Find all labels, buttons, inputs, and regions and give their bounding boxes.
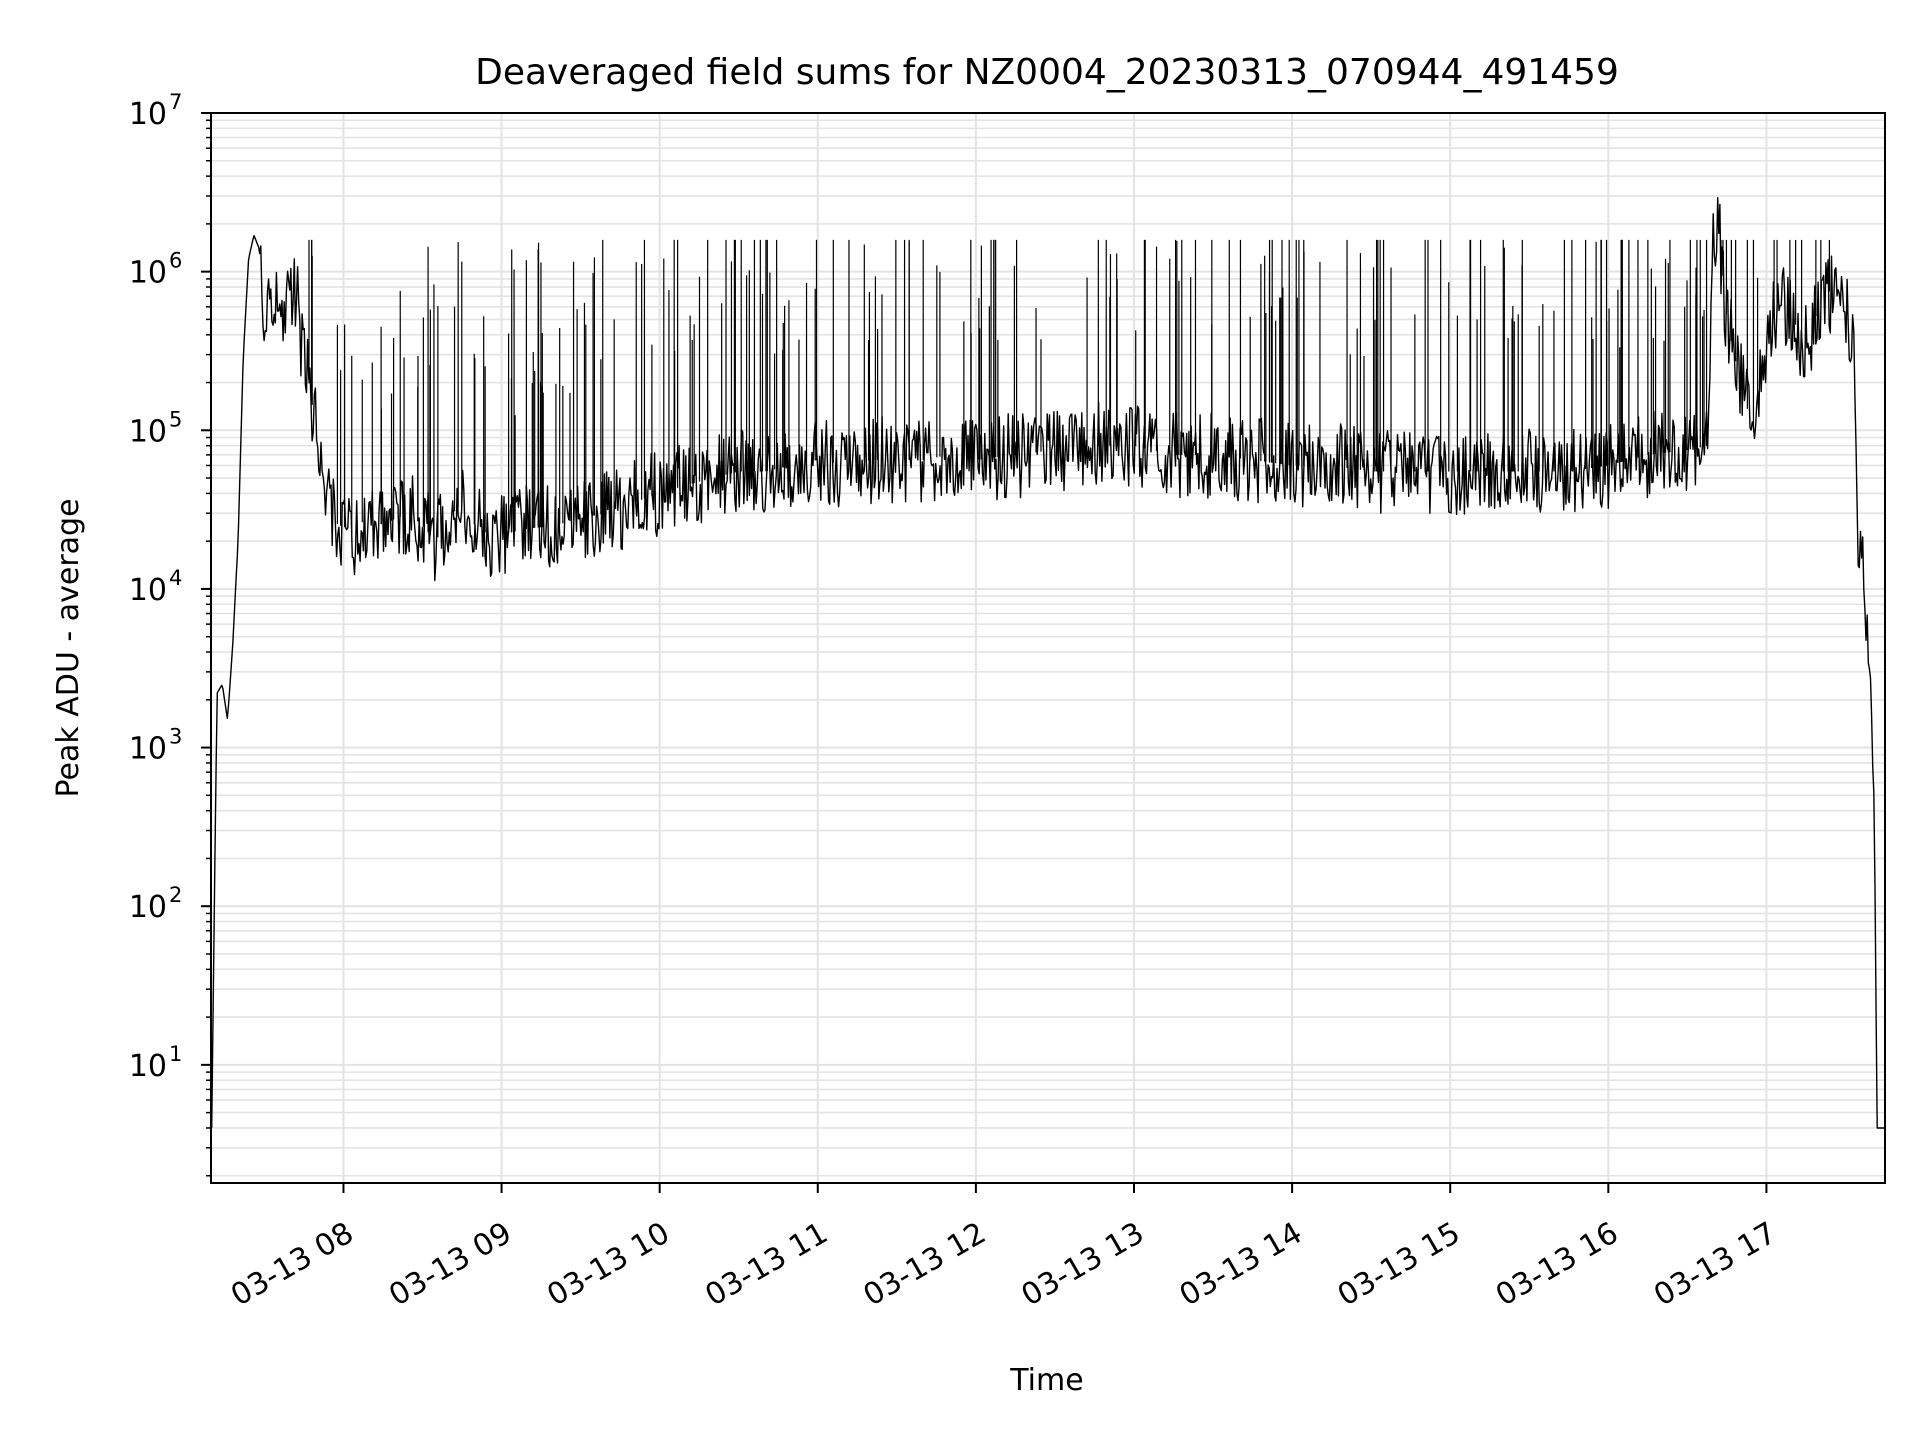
y-tick-label: 10: [129, 732, 167, 767]
x-axis-label: Time: [1009, 1363, 1083, 1398]
y-tick-exponent: 7: [169, 90, 182, 114]
y-tick-label: 10: [129, 97, 167, 132]
chart-title: Deaveraged field sums for NZ0004_2023031…: [475, 52, 1619, 93]
y-tick-exponent: 6: [169, 249, 182, 273]
y-tick-label: 10: [129, 1049, 167, 1084]
y-tick-exponent: 3: [169, 725, 182, 749]
y-tick-label: 10: [129, 414, 167, 449]
y-tick-label: 10: [129, 890, 167, 925]
grid-lines: [211, 113, 1885, 1183]
y-tick-exponent: 1: [169, 1042, 182, 1066]
y-tick-exponent: 5: [169, 407, 182, 431]
y-axis-label: Peak ADU - average: [51, 498, 86, 797]
data-spikes: [308, 239, 1830, 540]
y-tick-label: 10: [129, 573, 167, 608]
y-tick-label: 10: [129, 256, 167, 291]
plot-frame: [210, 112, 1886, 1184]
y-tick-exponent: 4: [169, 566, 182, 590]
y-tick-exponent: 2: [169, 883, 182, 907]
series-line: [211, 197, 1885, 1129]
